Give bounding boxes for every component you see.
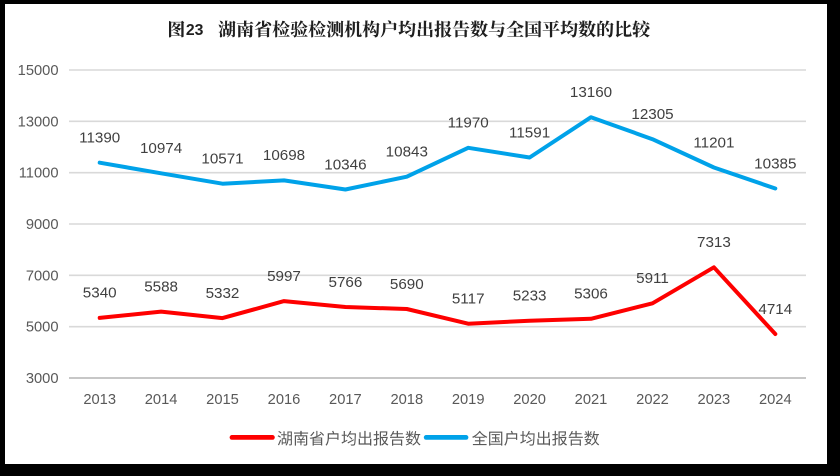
svg-text:5588: 5588 — [144, 278, 178, 295]
svg-text:2021: 2021 — [575, 392, 608, 408]
svg-text:2020: 2020 — [513, 392, 546, 408]
svg-text:10571: 10571 — [201, 151, 243, 168]
svg-text:12305: 12305 — [631, 106, 673, 123]
svg-text:5997: 5997 — [267, 268, 301, 285]
svg-text:13160: 13160 — [570, 84, 612, 101]
svg-text:13000: 13000 — [18, 114, 59, 130]
svg-text:7313: 7313 — [697, 234, 731, 251]
svg-text:10974: 10974 — [140, 140, 182, 157]
svg-text:11000: 11000 — [19, 166, 59, 182]
svg-text:5306: 5306 — [574, 286, 608, 303]
svg-text:2022: 2022 — [636, 392, 669, 408]
svg-text:2015: 2015 — [206, 392, 239, 408]
svg-text:5233: 5233 — [513, 288, 547, 305]
svg-text:2017: 2017 — [329, 392, 362, 408]
svg-text:5911: 5911 — [636, 270, 669, 287]
svg-text:5332: 5332 — [206, 285, 240, 302]
svg-text:5690: 5690 — [390, 276, 424, 293]
svg-text:10385: 10385 — [754, 155, 796, 172]
svg-text:2024: 2024 — [759, 392, 792, 408]
svg-text:10698: 10698 — [263, 147, 305, 164]
svg-text:2019: 2019 — [452, 392, 485, 408]
svg-text:5000: 5000 — [26, 320, 59, 336]
svg-text:2016: 2016 — [268, 392, 301, 408]
svg-text:2018: 2018 — [390, 392, 423, 408]
svg-text:15000: 15000 — [18, 63, 59, 79]
svg-text:2014: 2014 — [145, 392, 178, 408]
svg-text:10346: 10346 — [324, 156, 366, 173]
svg-text:11591: 11591 — [509, 124, 550, 141]
svg-text:5766: 5766 — [329, 274, 363, 291]
svg-text:5117: 5117 — [452, 291, 485, 308]
svg-text:23: 23 — [186, 22, 204, 39]
svg-text:11390: 11390 — [79, 130, 120, 147]
svg-text:2013: 2013 — [83, 392, 116, 408]
svg-text:4714: 4714 — [758, 301, 792, 318]
svg-text:3000: 3000 — [26, 371, 59, 387]
svg-text:11970: 11970 — [448, 115, 489, 132]
svg-text:5340: 5340 — [83, 285, 117, 302]
svg-text:11201: 11201 — [693, 134, 734, 151]
svg-text:2023: 2023 — [698, 392, 731, 408]
svg-text:10843: 10843 — [386, 144, 428, 161]
svg-text:9000: 9000 — [26, 217, 59, 233]
svg-text:7000: 7000 — [26, 268, 59, 284]
